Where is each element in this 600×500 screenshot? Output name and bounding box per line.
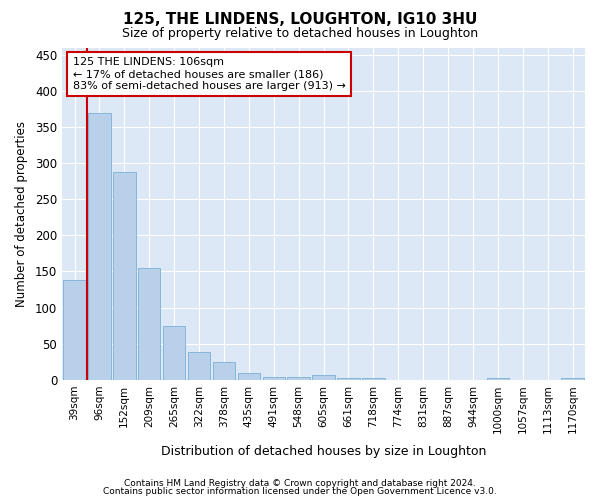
Bar (88, 112, 110, 380)
Text: Contains HM Land Registry data © Crown copyright and database right 2024.: Contains HM Land Registry data © Crown c… (124, 478, 476, 488)
Bar (562, 378, 584, 380)
Text: Size of property relative to detached houses in Loughton: Size of property relative to detached ho… (122, 28, 478, 40)
Bar (313, 376, 335, 380)
Bar (362, 378, 385, 380)
Bar (64, 280, 86, 380)
Bar (238, 372, 260, 380)
Text: 125, THE LINDENS, LOUGHTON, IG10 3HU: 125, THE LINDENS, LOUGHTON, IG10 3HU (123, 12, 477, 28)
Bar (138, 268, 160, 380)
Bar (163, 326, 185, 380)
Bar (213, 362, 235, 380)
X-axis label: Distribution of detached houses by size in Loughton: Distribution of detached houses by size … (161, 444, 486, 458)
Bar (337, 378, 359, 380)
Bar (487, 378, 509, 380)
Text: 125 THE LINDENS: 106sqm
← 17% of detached houses are smaller (186)
83% of semi-d: 125 THE LINDENS: 106sqm ← 17% of detache… (73, 58, 346, 90)
Bar (263, 377, 285, 380)
Y-axis label: Number of detached properties: Number of detached properties (15, 120, 28, 306)
Bar (188, 352, 210, 380)
Text: Contains public sector information licensed under the Open Government Licence v3: Contains public sector information licen… (103, 487, 497, 496)
Bar (287, 377, 310, 380)
Bar (113, 172, 136, 380)
